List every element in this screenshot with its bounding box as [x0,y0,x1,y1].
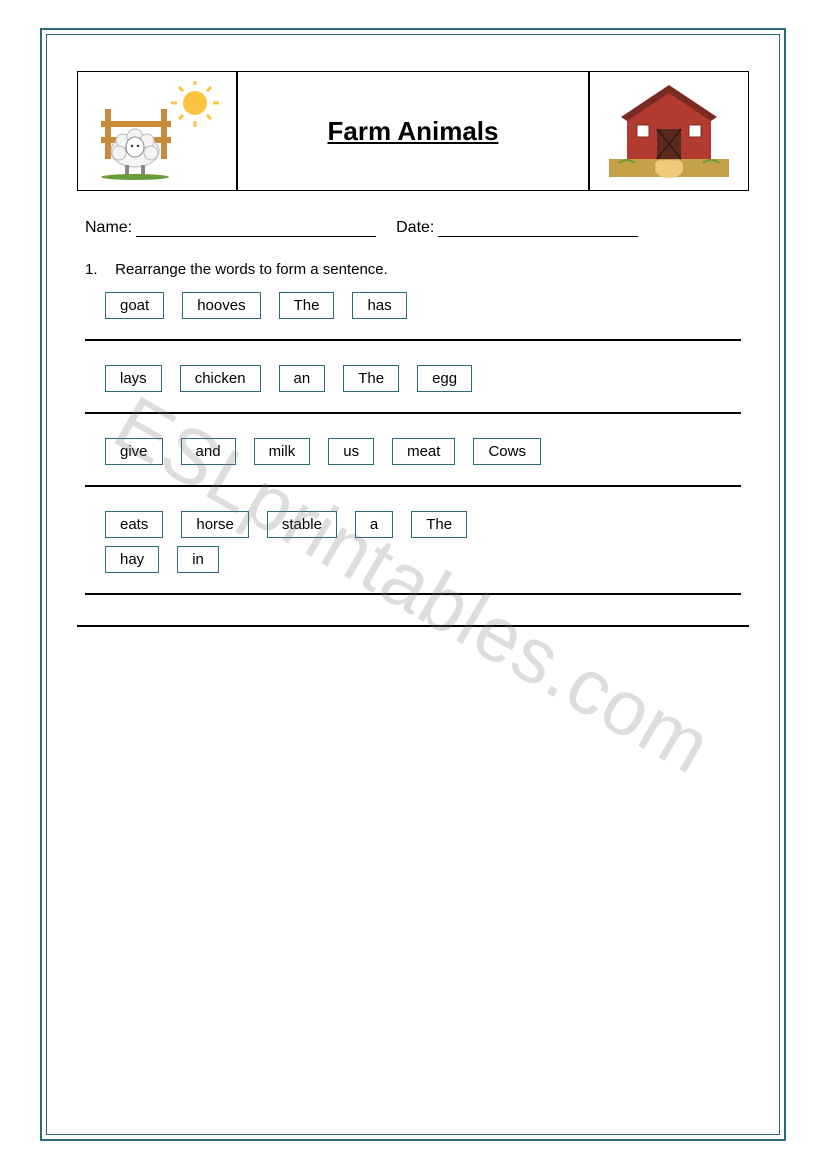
word-box: horse [181,511,249,538]
word-box: a [355,511,393,538]
barn-icon [599,81,739,181]
word-box: eats [105,511,163,538]
word-box: chicken [180,365,261,392]
extra-line-wrapper [77,625,749,627]
instruction-text: Rearrange the words to form a sentence. [115,261,388,278]
word-box: stable [267,511,337,538]
header-title-cell: Farm Animals [237,71,589,191]
answer-line[interactable] [85,593,741,595]
question-number: 1. [85,261,111,278]
word-box: egg [417,365,472,392]
inner-border: ESLprintables.com [46,34,780,1135]
date-label: Date: [396,219,434,237]
word-box: hay [105,546,159,573]
word-box: lays [105,365,162,392]
answer-line[interactable] [85,485,741,487]
outer-border: ESLprintables.com [40,28,786,1141]
word-box: us [328,438,374,465]
word-box: an [279,365,326,392]
sheep-sun-icon [87,81,227,181]
answer-line[interactable] [85,412,741,414]
word-row: eats horse stable a The [105,511,741,538]
word-box: has [352,292,406,319]
word-box: The [279,292,335,319]
word-row: hay in [105,546,741,573]
header-image-left [77,71,237,191]
word-row: give and milk us meat Cows [105,438,741,465]
word-box: Cows [473,438,541,465]
word-box: milk [254,438,311,465]
date-blank[interactable] [438,219,638,237]
word-row: lays chicken an The egg [105,365,741,392]
word-box: and [181,438,236,465]
name-date-line: Name: Date: [85,219,741,237]
word-row: goat hooves The has [105,292,741,319]
answer-line[interactable] [85,339,741,341]
header-image-right [589,71,749,191]
name-label: Name: [85,219,132,237]
page-title: Farm Animals [328,116,499,147]
header-row: Farm Animals [77,71,749,191]
word-box: in [177,546,219,573]
name-blank[interactable] [136,219,376,237]
word-box: hooves [182,292,260,319]
word-box: The [411,511,467,538]
answer-line[interactable] [77,625,749,627]
word-box: meat [392,438,455,465]
instruction: 1. Rearrange the words to form a sentenc… [85,261,741,278]
word-box: The [343,365,399,392]
word-box: give [105,438,163,465]
word-box: goat [105,292,164,319]
